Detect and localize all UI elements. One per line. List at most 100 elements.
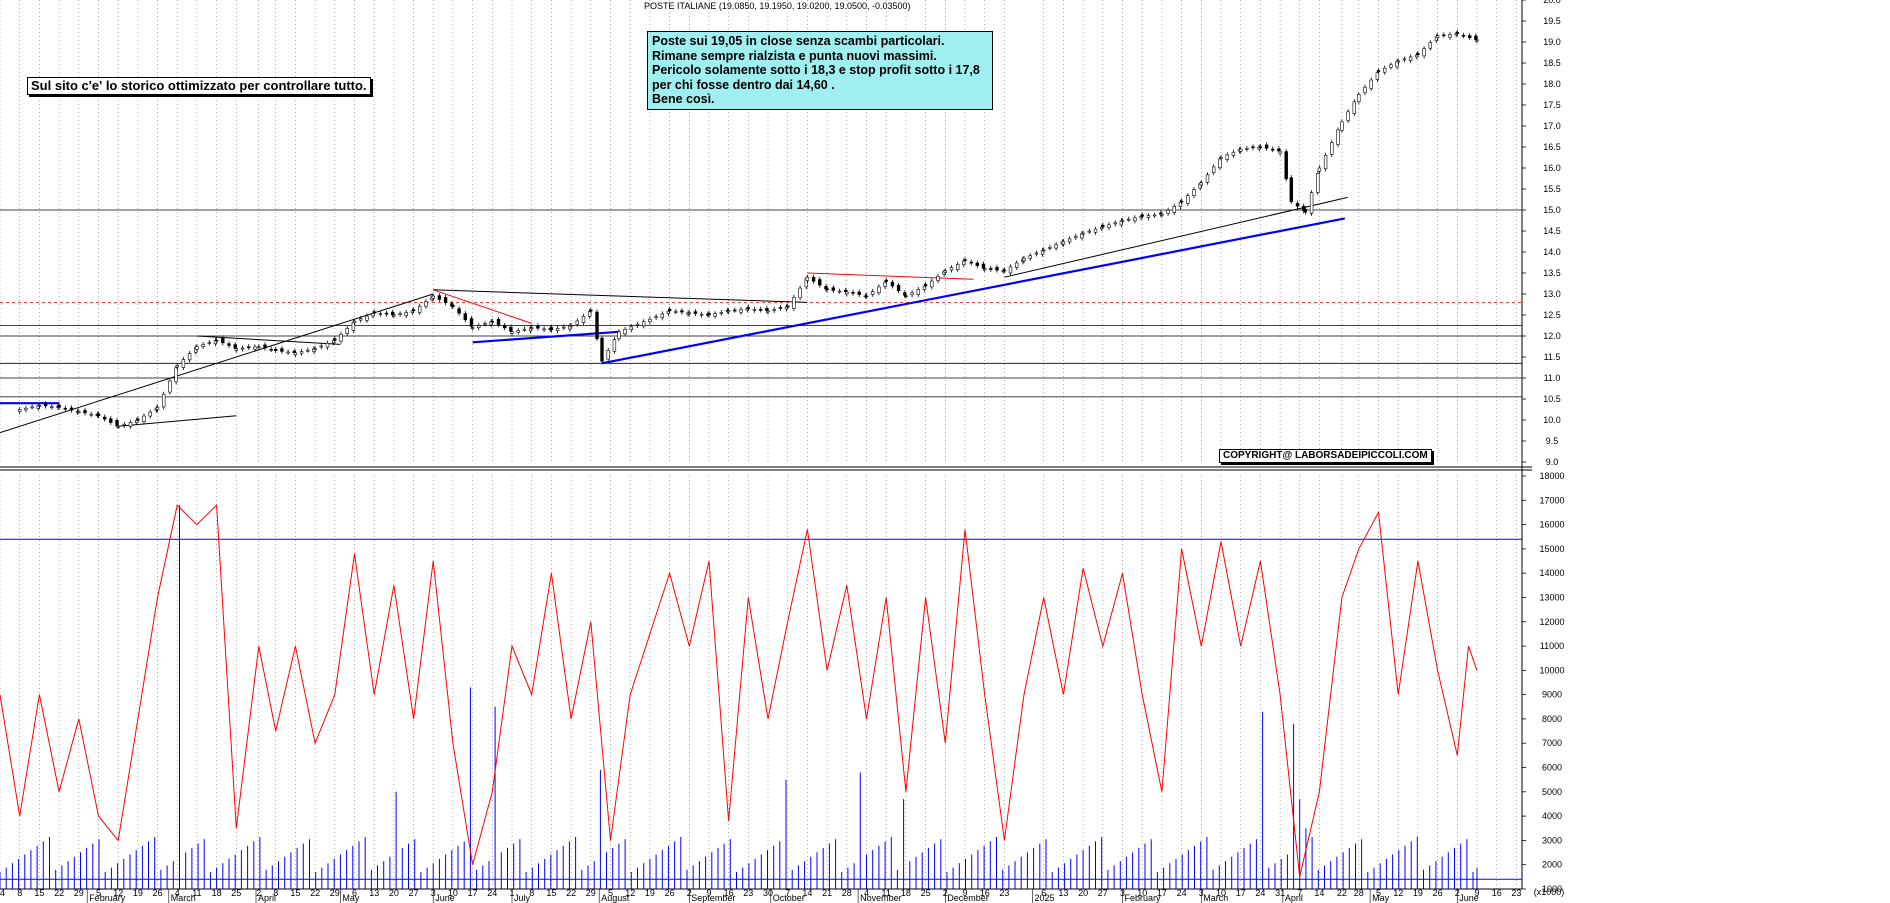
candle-body <box>989 268 993 270</box>
candle-body <box>1218 158 1222 168</box>
volume-tick-label: 7000 <box>1542 738 1562 748</box>
candle-body <box>411 309 416 312</box>
candle-body <box>739 309 743 313</box>
candle-body <box>1428 42 1433 49</box>
date-tick-label: 7 <box>1297 888 1302 898</box>
date-tick-label: 8 <box>529 888 534 898</box>
candle-body <box>325 342 330 348</box>
candle-body <box>680 310 684 313</box>
volume-axis: 1000 2000 3000 4000 5000 6000 7000 8000 9000 1000… <box>1522 471 1565 897</box>
candle-body <box>122 423 127 426</box>
candle-body <box>910 292 914 296</box>
candle-body <box>1061 241 1066 245</box>
volume-tick-label: 10000 <box>1539 665 1564 675</box>
candle-body <box>1284 151 1288 180</box>
candle-body <box>510 331 514 334</box>
candle-body <box>1245 148 1249 150</box>
candle-body <box>155 407 160 410</box>
candle-body <box>1317 167 1322 172</box>
oscillator-line <box>0 504 1478 878</box>
candle-body <box>168 380 172 393</box>
candle-body <box>431 295 435 299</box>
candle-body <box>269 348 273 351</box>
candle-body <box>1251 146 1255 149</box>
candle-body <box>1408 56 1413 61</box>
candle-body <box>1127 218 1131 221</box>
date-tick-label: 2 <box>256 888 261 898</box>
candle-body <box>1316 173 1320 193</box>
trendline-black <box>1004 196 1348 278</box>
price-tick-label: 16.0 <box>1543 163 1561 173</box>
date-tick-label: 14 <box>802 888 812 898</box>
candle-body <box>392 314 396 317</box>
price-tick-label: 10.5 <box>1543 394 1561 404</box>
volume-unit-label: (x1000) <box>1534 887 1565 897</box>
candle-body <box>600 337 604 362</box>
candle-body <box>587 311 592 317</box>
month-label: February <box>89 893 126 903</box>
month-label: April <box>258 893 276 903</box>
candle-body <box>1146 215 1151 218</box>
date-tick-label: 16 <box>724 888 734 898</box>
candle-body <box>845 291 849 295</box>
candle-body <box>766 310 770 313</box>
date-tick-label: 17 <box>1157 888 1167 898</box>
candle-body <box>589 309 593 312</box>
date-tick-label: 29 <box>330 888 340 898</box>
candle-body <box>286 351 290 354</box>
date-tick-label: 20 <box>389 888 399 898</box>
candle-body <box>1113 222 1117 225</box>
candle-body <box>943 270 948 273</box>
candle-body <box>726 310 731 313</box>
candle-body <box>1295 203 1300 207</box>
price-tick-label: 12.0 <box>1543 331 1561 341</box>
candle-body <box>635 323 640 326</box>
price-tick-label: 19.5 <box>1543 16 1561 26</box>
candle-body <box>253 346 257 350</box>
candle-body <box>77 411 81 413</box>
date-tick-label: 26 <box>665 888 675 898</box>
candle-body <box>273 348 278 352</box>
candle-body <box>116 425 120 428</box>
candle-body <box>469 318 474 327</box>
candle-body <box>1475 39 1479 42</box>
date-tick-label: 19 <box>133 888 143 898</box>
month-label: March <box>1203 893 1228 903</box>
candle-body <box>1140 214 1144 217</box>
candle-body <box>496 318 501 325</box>
candle-body <box>1199 182 1204 186</box>
month-label: November <box>860 893 902 903</box>
site-note: Sul sito c'e' lo storico ottimizzato per… <box>27 77 371 95</box>
candle-body <box>214 339 219 342</box>
price-axis: 9.0 9.5 10.0 10.5 11.0 11.5 12.0 12.5 13.0 13.5 14… <box>1522 0 1561 467</box>
date-tick-label: 6 <box>352 888 357 898</box>
date-tick-label: 15 <box>290 888 300 898</box>
candle-body <box>69 407 74 411</box>
candle-body <box>263 344 267 349</box>
candle-body <box>83 409 87 414</box>
candle-body <box>1376 70 1381 72</box>
candle-body <box>1416 52 1420 55</box>
month-label: August <box>601 893 630 903</box>
candle-body <box>103 416 107 420</box>
date-tick-label: 13 <box>1058 888 1068 898</box>
candle-body <box>384 312 389 315</box>
date-tick-label: 18 <box>901 888 911 898</box>
candle-body <box>884 279 888 282</box>
volume-tick-label: 2000 <box>1542 860 1562 870</box>
date-tick-label: 22 <box>1337 888 1347 898</box>
price-tick-label: 14.0 <box>1543 247 1561 257</box>
month-label: June <box>1459 893 1479 903</box>
date-tick-label: 10 <box>1137 888 1147 898</box>
candle-body <box>699 313 704 316</box>
candle-body <box>221 337 225 344</box>
candle-body <box>1101 224 1105 228</box>
candle-body <box>536 325 540 329</box>
candle-body <box>463 313 467 321</box>
price-tick-label: 15.5 <box>1543 184 1561 194</box>
trendline-blue <box>601 217 1346 365</box>
candle-body <box>516 330 520 333</box>
candle-body <box>890 281 895 287</box>
candle-body <box>674 311 678 313</box>
volume-tick-label: 17000 <box>1539 495 1564 505</box>
